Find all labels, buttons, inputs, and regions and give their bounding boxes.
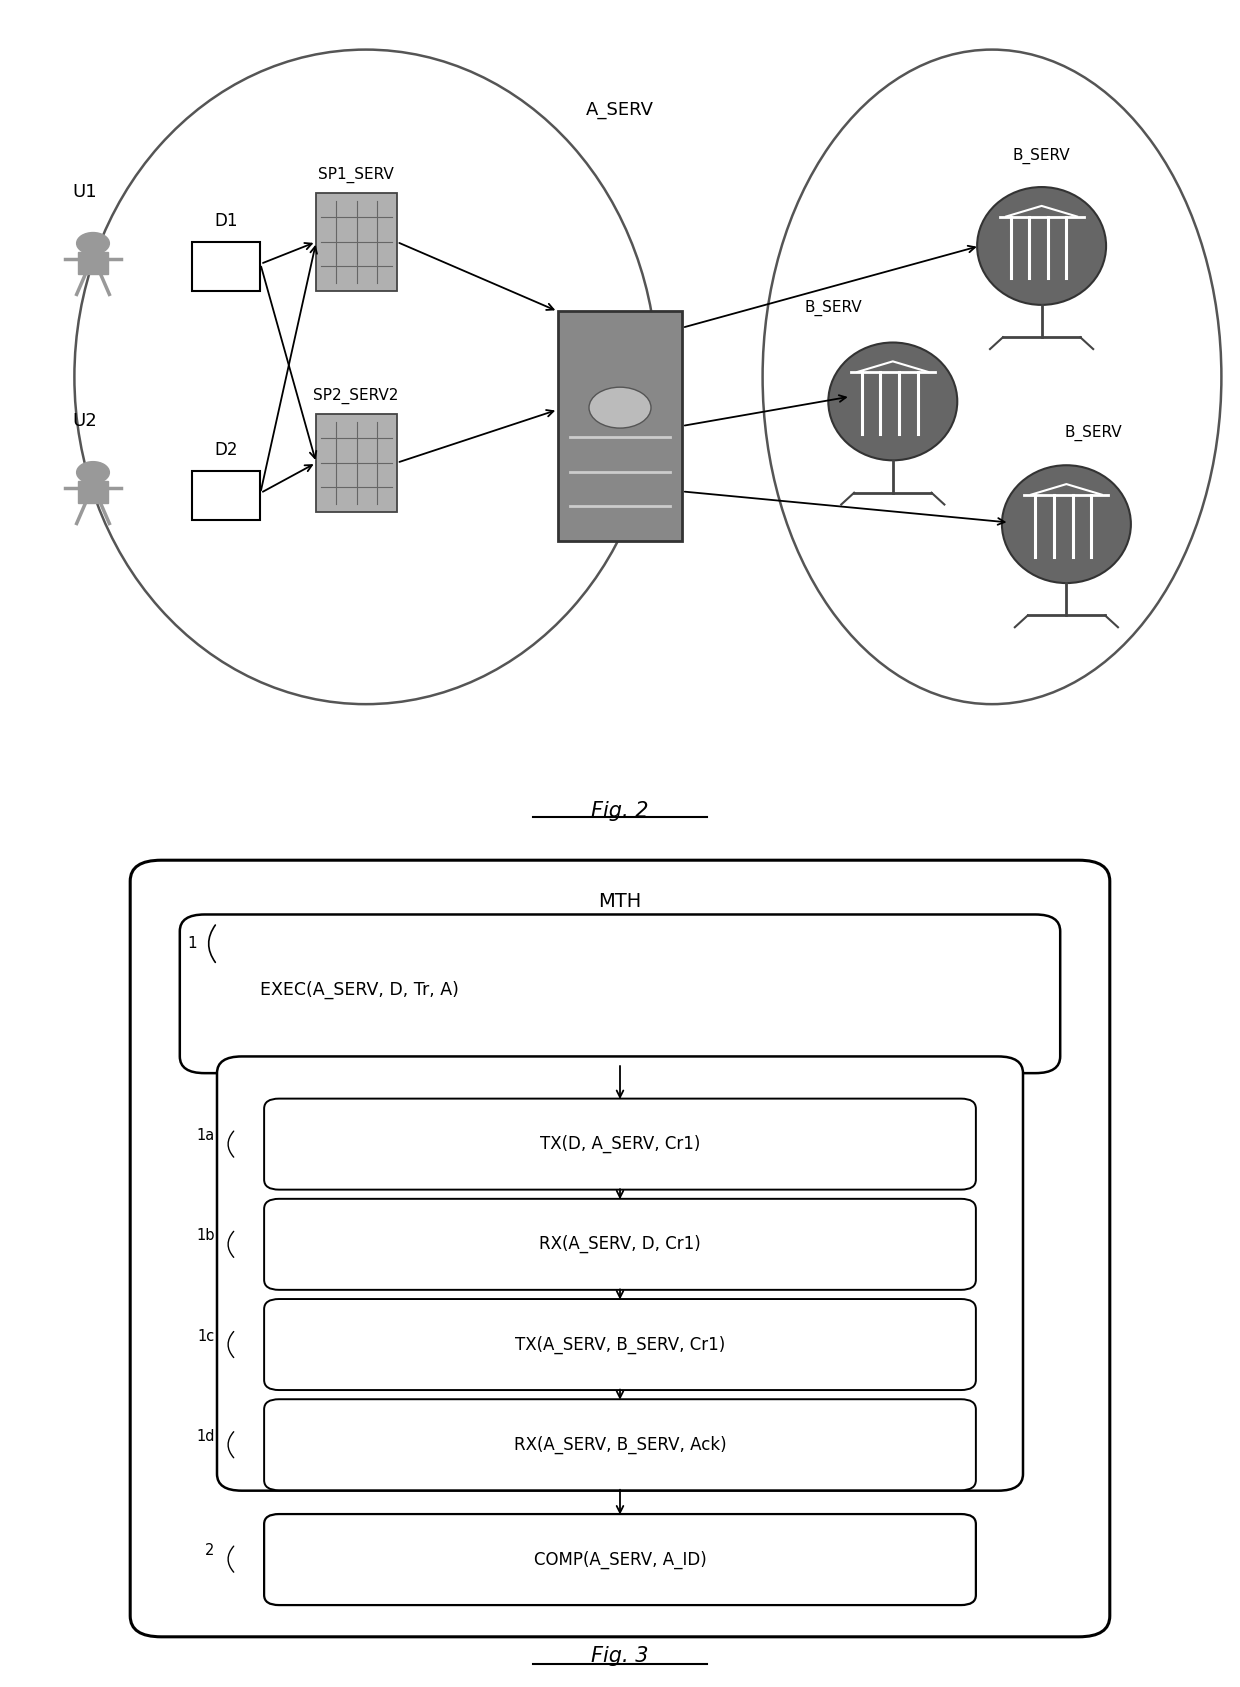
FancyBboxPatch shape	[130, 860, 1110, 1636]
Text: U2: U2	[72, 412, 97, 430]
Text: RX(A_SERV, B_SERV, Ack): RX(A_SERV, B_SERV, Ack)	[513, 1436, 727, 1454]
Text: U1: U1	[72, 182, 97, 201]
Text: A_SERV: A_SERV	[587, 101, 653, 120]
Bar	[78, 481, 108, 503]
FancyBboxPatch shape	[264, 1399, 976, 1490]
FancyBboxPatch shape	[180, 914, 1060, 1073]
Ellipse shape	[828, 342, 957, 461]
FancyBboxPatch shape	[558, 312, 682, 540]
Text: SP1_SERV: SP1_SERV	[317, 167, 394, 182]
Circle shape	[589, 388, 651, 428]
Text: D2: D2	[215, 440, 237, 459]
Text: 1d: 1d	[196, 1429, 215, 1444]
FancyBboxPatch shape	[264, 1199, 976, 1291]
Text: RX(A_SERV, D, Cr1): RX(A_SERV, D, Cr1)	[539, 1235, 701, 1253]
Text: B_SERV: B_SERV	[1065, 425, 1122, 440]
Text: 1: 1	[187, 936, 197, 951]
FancyBboxPatch shape	[264, 1299, 976, 1390]
Circle shape	[77, 462, 109, 482]
FancyBboxPatch shape	[316, 413, 397, 511]
FancyBboxPatch shape	[264, 1513, 976, 1604]
Text: 1c: 1c	[197, 1329, 215, 1343]
Text: COMP(A_SERV, A_ID): COMP(A_SERV, A_ID)	[533, 1550, 707, 1569]
Circle shape	[77, 233, 109, 255]
Text: Fig. 3: Fig. 3	[591, 1647, 649, 1667]
Ellipse shape	[977, 187, 1106, 305]
Text: 1a: 1a	[196, 1129, 215, 1144]
Text: 1b: 1b	[196, 1228, 215, 1243]
Text: SP2_SERV2: SP2_SERV2	[314, 388, 398, 403]
Text: TX(A_SERV, B_SERV, Cr1): TX(A_SERV, B_SERV, Cr1)	[515, 1336, 725, 1353]
FancyBboxPatch shape	[192, 241, 260, 290]
Text: 2: 2	[205, 1544, 215, 1559]
FancyBboxPatch shape	[217, 1056, 1023, 1491]
Text: Fig. 2: Fig. 2	[591, 801, 649, 820]
Text: D1: D1	[215, 211, 237, 229]
Text: TX(D, A_SERV, Cr1): TX(D, A_SERV, Cr1)	[539, 1135, 701, 1154]
Text: MTH: MTH	[599, 892, 641, 911]
FancyBboxPatch shape	[264, 1098, 976, 1189]
Bar	[78, 251, 108, 273]
Text: EXEC(A_SERV, D, Tr, A): EXEC(A_SERV, D, Tr, A)	[260, 980, 459, 999]
Ellipse shape	[1002, 466, 1131, 584]
Text: B_SERV: B_SERV	[805, 299, 862, 315]
Text: B_SERV: B_SERV	[1013, 148, 1070, 164]
FancyBboxPatch shape	[316, 192, 397, 290]
FancyBboxPatch shape	[192, 471, 260, 520]
